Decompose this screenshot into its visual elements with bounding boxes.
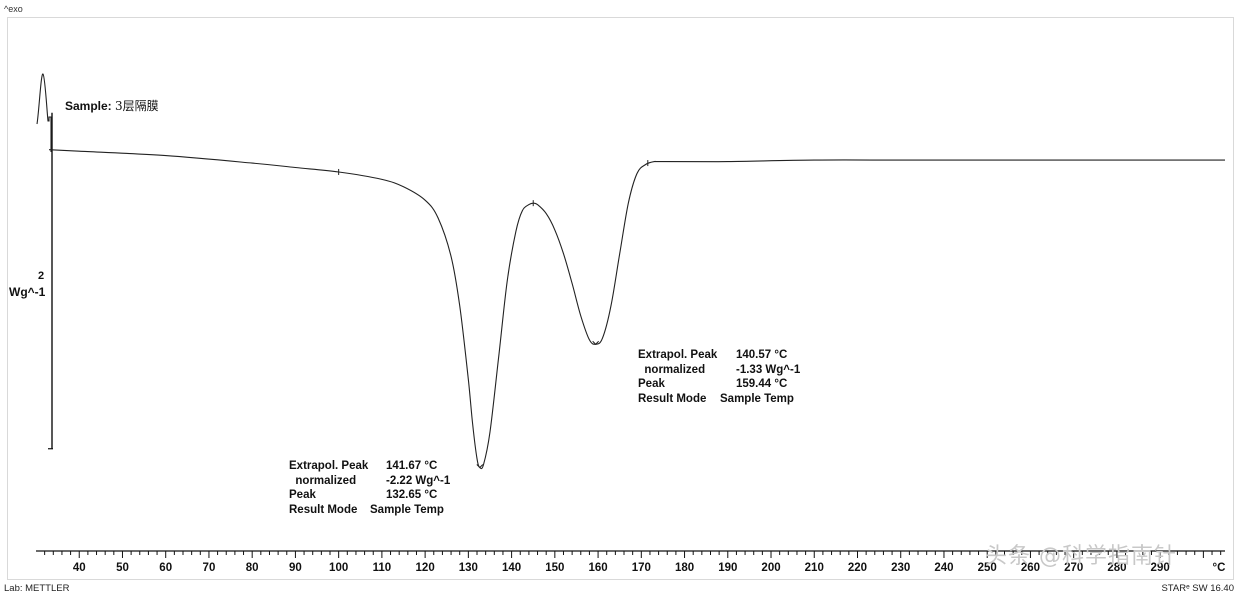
x-tick-label: 90 [289,562,302,574]
ann2-value-peak: 159.44 °C [736,378,788,390]
sample-label: Sample: 3层隔膜 [65,97,159,114]
x-tick-label: 150 [545,562,564,574]
x-tick-label: 60 [159,562,172,574]
x-tick-label: 250 [978,562,997,574]
ann1-label-normalized: normalized [289,474,357,487]
x-tick-label: 120 [416,562,435,574]
peak-marker [476,464,484,469]
exo-label: ^exo [4,4,23,14]
x-tick-label: 180 [675,562,694,574]
ann1-value-normalized: -2.22 Wg^-1 [386,474,451,487]
watermark-text: 头条 @科学指南针 [985,544,1177,569]
x-tick-label: 40 [73,562,86,574]
peak-marker [592,340,600,345]
plot-frame [7,17,1234,580]
x-tick-label: 230 [891,562,910,574]
x-tick-label: 240 [934,562,953,574]
ann2-label-normalized: normalized [638,363,706,376]
x-tick-label: 170 [632,562,651,574]
ann2-label-extrapol: Extrapol. Peak [638,349,718,361]
initial-transient [36,73,52,152]
x-tick-label: 190 [718,562,737,574]
footer-lab: Lab: METTLER [4,583,70,594]
ann1-label-peak: Peak [289,489,316,501]
x-tick-label: 130 [459,562,478,574]
x-tick-label: 280 [1107,562,1126,574]
ann1-value-extrapol: 141.67 °C [386,460,438,472]
ann1-value-mode: Sample Temp [370,503,444,516]
x-tick-label: 140 [502,562,521,574]
x-tick-label: 100 [329,562,348,574]
ann2-label-mode: Result Mode [638,392,707,405]
ann1-label-extrapol: Extrapol. Peak [289,460,369,472]
x-tick-label: 220 [848,562,867,574]
ann2-value-mode: Sample Temp [720,392,794,405]
x-tick-label: 70 [203,562,216,574]
ann1-value-peak: 132.65 °C [386,489,438,501]
x-tick-label: 80 [246,562,259,574]
footer-software: STARᵉ SW 16.40 [1161,583,1234,594]
x-tick-label: 260 [1021,562,1040,574]
x-tick-label: 160 [588,562,607,574]
ann2-label-peak: Peak [638,378,665,390]
dsc-curve [48,149,1225,470]
x-tick-label: 110 [373,562,392,574]
x-tick-label: 270 [1064,562,1083,574]
x-tick-label: 50 [116,562,129,574]
ann2-value-extrapol: 140.57 °C [736,349,788,361]
scale-bar-unit: Wg^-1 [9,285,46,299]
ann1-label-mode: Result Mode [289,503,358,516]
x-tick-label: 210 [805,562,824,574]
x-axis-unit: °C [1213,562,1226,574]
x-tick-label: 290 [1151,562,1170,574]
sample-prefix: Sample: [65,99,112,113]
ann2-value-normalized: -1.33 Wg^-1 [736,363,801,376]
x-tick-label: 200 [761,562,780,574]
sample-name: 3层隔膜 [115,99,159,113]
scale-bar-value: 2 [38,270,45,282]
